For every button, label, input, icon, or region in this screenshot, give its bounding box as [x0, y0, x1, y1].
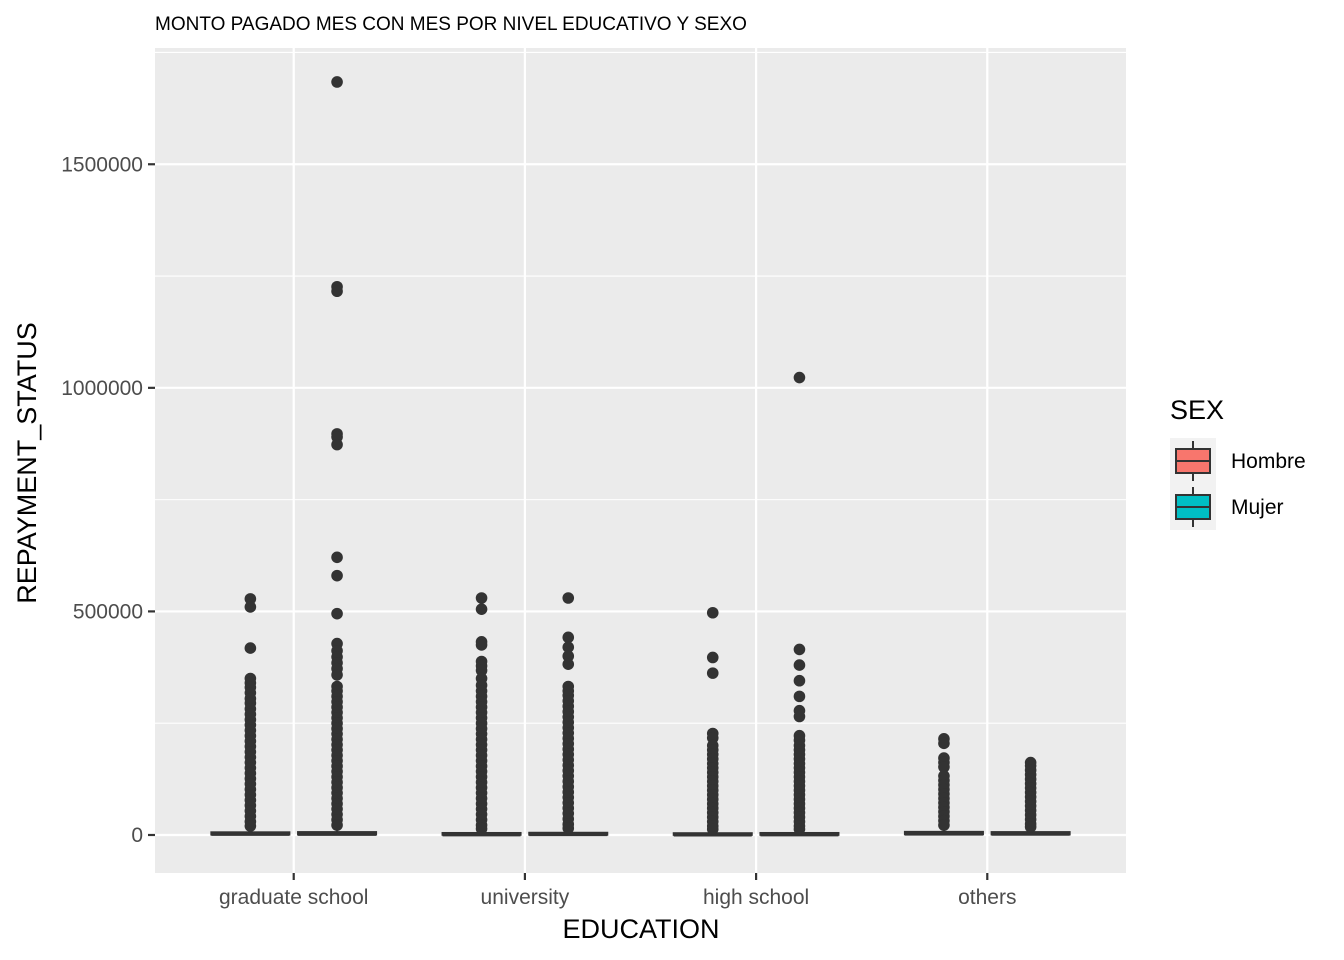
x-tick-label: high school	[703, 886, 809, 909]
legend-label: Mujer	[1231, 496, 1284, 519]
outlier-point	[706, 651, 719, 664]
outlier-point	[475, 822, 488, 835]
grid-major	[155, 48, 1126, 873]
legend: SEX Hombre Mujer	[1170, 395, 1306, 530]
outlier-point	[793, 643, 806, 656]
outlier-point	[562, 631, 575, 644]
outlier-point	[793, 659, 806, 671]
y-tick-label: 0	[131, 824, 143, 847]
outlier-point	[331, 607, 343, 620]
x-axis: graduate school university high school othe…	[219, 873, 1016, 909]
outlier-point	[938, 737, 950, 750]
outlier-point	[793, 674, 806, 687]
outlier-point	[244, 820, 257, 832]
y-axis: 0 500000 1000000 1500000	[61, 153, 155, 847]
x-tick-label: others	[958, 886, 1016, 909]
legend-item-mujer: Mujer	[1170, 484, 1284, 530]
x-tick-label: graduate school	[219, 886, 368, 909]
grid-minor	[155, 51, 1126, 724]
outlier-point	[938, 761, 950, 773]
outlier-point	[562, 658, 575, 670]
outlier-point	[562, 641, 575, 653]
outlier-point	[331, 285, 343, 298]
outlier-point	[562, 822, 575, 835]
outlier-point	[331, 438, 343, 451]
outlier-point	[562, 592, 575, 604]
legend-title: SEX	[1170, 395, 1224, 425]
outlier-point	[706, 606, 719, 619]
outlier-point	[331, 669, 343, 681]
outlier-point	[331, 569, 343, 582]
outlier-point	[244, 601, 257, 613]
outlier-point	[706, 667, 719, 679]
x-tick-label: university	[481, 886, 570, 909]
outlier-point	[331, 551, 343, 564]
outlier-point	[1024, 821, 1037, 833]
outlier-point	[475, 639, 488, 651]
outlier-point	[562, 650, 575, 662]
outlier-point	[475, 603, 488, 615]
plot-panel	[155, 48, 1126, 873]
outlier-layer	[244, 76, 1037, 835]
outlier-point	[938, 819, 950, 831]
outlier-point	[793, 710, 806, 723]
y-tick-label: 500000	[73, 600, 143, 623]
legend-item-hombre: Hombre	[1170, 438, 1306, 484]
outlier-point	[331, 819, 343, 831]
outlier-point	[706, 823, 719, 835]
legend-label: Hombre	[1231, 450, 1306, 473]
outlier-point	[331, 76, 343, 88]
outlier-point	[244, 642, 257, 654]
outlier-point	[793, 823, 806, 835]
y-tick-label: 1000000	[61, 377, 143, 400]
outlier-point	[793, 690, 806, 703]
outlier-point	[793, 371, 806, 384]
outlier-point	[475, 592, 488, 604]
outlier-point	[475, 664, 488, 677]
x-axis-title: EDUCATION	[562, 914, 719, 944]
chart-title: MONTO PAGADO MES CON MES POR NIVEL EDUCA…	[155, 14, 747, 35]
outlier-point	[244, 593, 257, 605]
y-axis-title: REPAYMENT_STATUS	[12, 322, 42, 604]
y-tick-label: 1500000	[61, 153, 143, 176]
